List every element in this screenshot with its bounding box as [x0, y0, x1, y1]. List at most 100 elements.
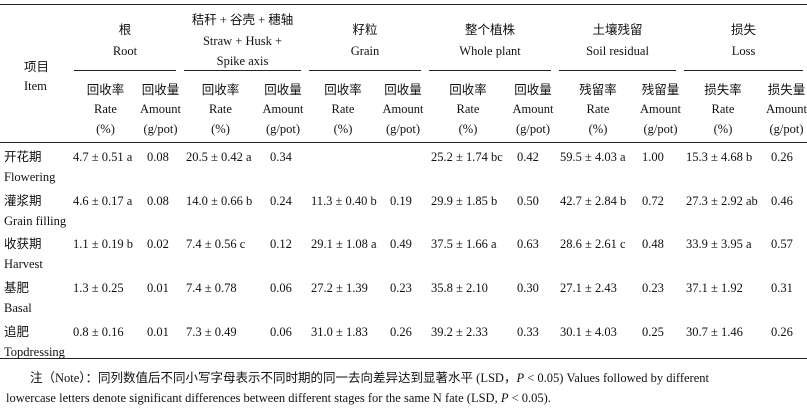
group-header: 整个植株: [464, 23, 516, 37]
item-header: Item: [24, 79, 47, 93]
cell: 0.34: [270, 150, 292, 164]
cell: 0.08: [147, 194, 169, 208]
group-header: Loss: [731, 44, 756, 58]
subheader: 回收量: [264, 83, 302, 97]
subheader: Rate: [209, 102, 232, 116]
group-header: Root: [112, 44, 138, 58]
subheader: Amount: [766, 102, 807, 116]
cell: 0.33: [517, 325, 539, 339]
subheader: (%): [211, 122, 230, 136]
group-header: Spike axis: [216, 54, 269, 68]
note: lowercase letters denote significant dif…: [6, 390, 551, 406]
subheader: 回收量: [384, 83, 422, 97]
subheader: Rate: [711, 102, 735, 116]
note-text: P: [500, 391, 509, 405]
subheader: 回收率: [449, 83, 487, 97]
cell: 30.1 ± 4.03: [560, 325, 617, 339]
cell: 0.23: [390, 281, 412, 295]
subheader: Rate: [94, 102, 117, 116]
row-label: 灌浆期: [4, 194, 42, 208]
cell: 0.12: [270, 237, 292, 251]
row-label: Harvest: [4, 257, 43, 271]
subheader: 残留率: [579, 83, 617, 97]
group-rule: [559, 70, 676, 71]
cell: 0.19: [390, 194, 412, 208]
cell: 1.00: [642, 150, 664, 164]
cell: 0.02: [147, 237, 169, 251]
cell: 4.7 ± 0.51 a: [73, 150, 133, 164]
cell: 0.46: [771, 194, 793, 208]
subheader: Amount: [640, 102, 681, 116]
subheader: (%): [588, 122, 608, 136]
cell: 1.1 ± 0.19 b: [73, 237, 133, 251]
note: 注（Note）：同列数值后不同小写字母表示不同时期的同一去向差异达到显著水平 (…: [30, 370, 709, 386]
cell: 39.2 ± 2.33: [431, 325, 488, 339]
note-text: 注（Note）：同列数值后不同小写字母表示不同时期的同一去向差异达到显著水平 (…: [30, 371, 517, 385]
cell: 0.8 ± 0.16: [73, 325, 124, 339]
subheader: (g/pot): [769, 122, 804, 136]
cell: 0.24: [270, 194, 292, 208]
cell: 0.06: [270, 281, 292, 295]
subheader: 回收率: [86, 83, 125, 97]
cell: 0.57: [771, 237, 793, 251]
group-header: Straw + Husk +: [202, 34, 283, 48]
row-label: Grain filling: [4, 214, 67, 228]
cell: 0.48: [642, 237, 664, 251]
group-rule: [74, 70, 176, 71]
cell: 4.6 ± 0.17 a: [73, 194, 133, 208]
cell: 7.4 ± 0.78: [186, 281, 237, 295]
subheader: Rate: [586, 102, 610, 116]
cell: 0.72: [642, 194, 664, 208]
cell: 0.49: [390, 237, 412, 251]
cell: 33.9 ± 3.95 a: [686, 237, 752, 251]
subheader: (g/pot): [265, 122, 301, 136]
subheader: (%): [96, 122, 115, 136]
bottom-rule: [0, 358, 807, 359]
group-rule: [184, 70, 301, 71]
subheader: (%): [333, 122, 353, 136]
cell: 30.7 ± 1.46: [686, 325, 743, 339]
group-rule: [684, 70, 803, 71]
group-header: Soil residual: [586, 44, 649, 58]
subheader: (g/pot): [515, 122, 551, 136]
subheader: 回收量: [141, 83, 180, 97]
group-header: 秸秆 + 谷壳 + 穗轴: [191, 13, 294, 27]
cell: 20.5 ± 0.42 a: [186, 150, 252, 164]
subheader: Amount: [382, 102, 424, 116]
note-text: < 0.05).: [508, 391, 551, 405]
cell: 14.0 ± 0.66 b: [186, 194, 253, 208]
cell: 11.3 ± 0.40 b: [311, 194, 377, 208]
cell: 0.30: [517, 281, 539, 295]
item-header: 项目: [24, 60, 50, 74]
subheader: Rate: [456, 102, 480, 116]
subheader: 回收率: [324, 83, 362, 97]
subheader: Amount: [140, 102, 181, 116]
subheader: Amount: [512, 102, 554, 116]
top-rule: [0, 4, 807, 5]
cell: 35.8 ± 2.10: [431, 281, 488, 295]
cell: 28.6 ± 2.61 c: [560, 237, 626, 251]
cell: 29.1 ± 1.08 a: [311, 237, 377, 251]
cell: 0.06: [270, 325, 292, 339]
subheader: (g/pot): [143, 122, 178, 136]
cell: 0.08: [147, 150, 169, 164]
group-header: 根: [118, 23, 132, 37]
cell: 0.01: [147, 325, 169, 339]
cell: 7.3 ± 0.49: [186, 325, 237, 339]
cell: 37.1 ± 1.92: [686, 281, 743, 295]
cell: 0.63: [517, 237, 539, 251]
cell: 59.5 ± 4.03 a: [560, 150, 626, 164]
subheader: 回收率: [201, 83, 240, 97]
cell: 0.23: [642, 281, 664, 295]
cell: 0.31: [771, 281, 793, 295]
subheader: 损失量: [767, 83, 806, 97]
subheader: (g/pot): [643, 122, 678, 136]
cell: 0.25: [642, 325, 664, 339]
cell: 0.50: [517, 194, 539, 208]
row-label: Topdressing: [4, 345, 65, 359]
subheader: Amount: [262, 102, 304, 116]
group-rule: [309, 70, 421, 71]
cell: 0.42: [517, 150, 539, 164]
cell: 27.3 ± 2.92 ab: [686, 194, 758, 208]
